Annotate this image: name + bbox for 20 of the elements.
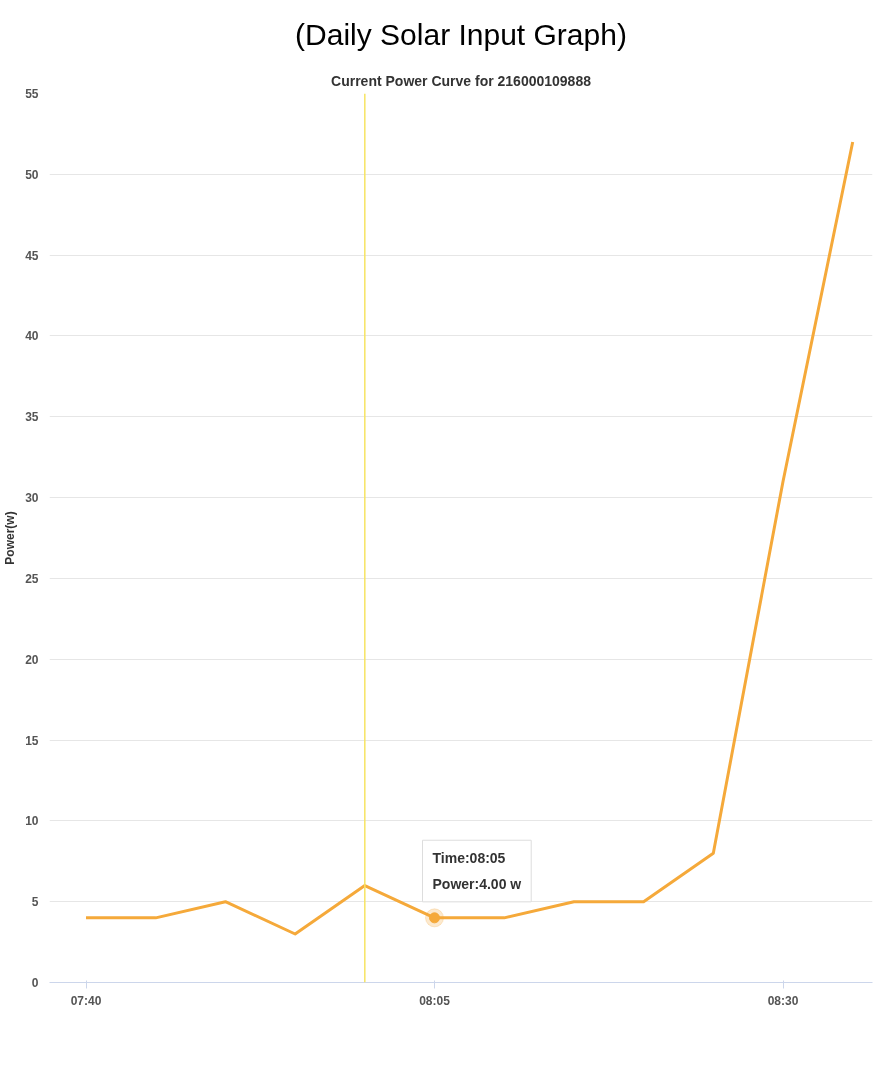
chart-title: (Daily Solar Input Graph) [295, 17, 627, 51]
x-tick-label: 08:05 [419, 993, 451, 1008]
y-tick-label: 40 [25, 329, 39, 344]
y-axis-title: Power(w) [3, 511, 18, 565]
y-tick-label: 30 [25, 491, 39, 506]
y-tick-label: 35 [25, 410, 39, 425]
y-tick-label: 45 [25, 248, 39, 263]
x-tick-label: 08:30 [767, 993, 799, 1008]
chart-subtitle: Current Power Curve for 216000109888 [331, 72, 592, 89]
y-tick-label: 15 [25, 733, 39, 748]
y-tick-label: 50 [25, 167, 39, 182]
y-tick-label: 10 [25, 814, 39, 829]
x-tick-label: 07:40 [70, 993, 102, 1008]
y-tick-label: 5 [31, 895, 39, 910]
line-series [84, 140, 855, 936]
y-tick-label: 20 [25, 652, 39, 667]
y-tick-label: 0 [31, 976, 39, 990]
y-tick-label: 55 [25, 87, 39, 101]
annotation: Time:08:05 Power:4.00 w [432, 850, 522, 892]
y-tick-label: 25 [25, 571, 39, 586]
